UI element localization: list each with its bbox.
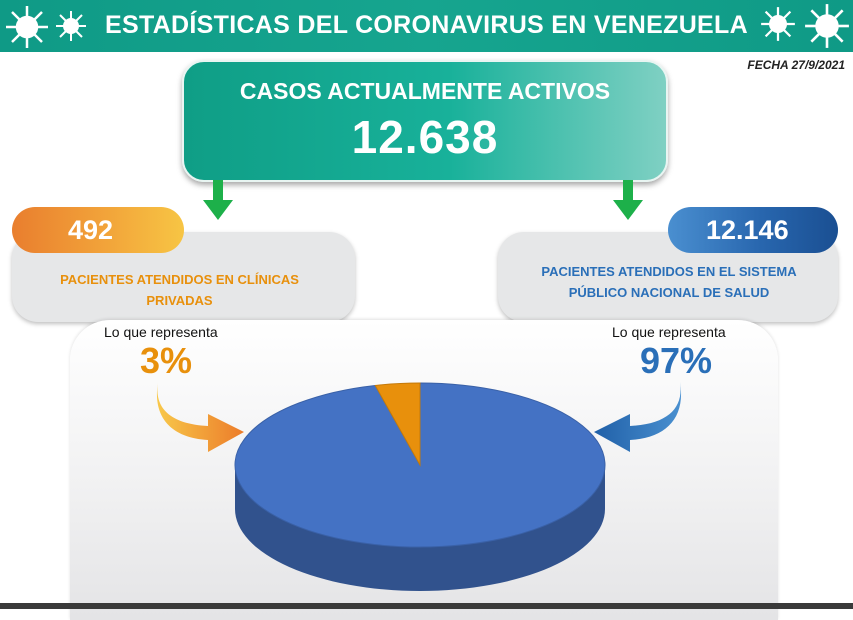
public-system-label-line2: PÚBLICO NACIONAL DE SALUD	[568, 285, 770, 300]
private-represent-label: Lo que representa	[104, 324, 218, 340]
virus-icon	[6, 6, 48, 48]
virus-icon	[56, 11, 86, 41]
public-system-value: 12.146	[706, 215, 789, 245]
curved-arrow-left-icon	[156, 382, 244, 452]
pie-slice-private	[374, 382, 421, 467]
header-banner: ESTADÍSTICAS DEL CORONAVIRUS EN VENEZUEL…	[0, 0, 853, 52]
down-arrow-icon	[203, 180, 233, 220]
down-arrow-icon	[613, 180, 643, 220]
public-percent-label: 97%	[640, 340, 713, 381]
public-represent-label: Lo que representa	[612, 324, 726, 340]
pie-chart	[234, 382, 606, 591]
bottom-bar	[0, 603, 853, 609]
virus-icon	[805, 4, 849, 48]
public-system-label-line1: PACIENTES ATENDIDOS EN EL SISTEMA	[541, 264, 797, 279]
curved-arrow-right-icon	[594, 382, 682, 452]
active-cases-value: 12.638	[351, 111, 499, 163]
private-clinics-label: PACIENTES ATENDIDOS EN CLÍNICAS PRIVADAS	[12, 269, 347, 311]
private-clinics-label-line2: PRIVADAS	[146, 293, 213, 308]
active-cases-title: CASOS ACTUALMENTE ACTIVOS	[239, 78, 611, 104]
private-percent-label: 3%	[140, 340, 193, 381]
private-clinics-value-pill: 492	[12, 207, 184, 253]
private-clinics-value: 492	[68, 215, 114, 245]
public-system-label: PACIENTES ATENDIDOS EN EL SISTEMA PÚBLIC…	[506, 261, 832, 303]
virus-icon	[761, 7, 795, 41]
pie-side-wall	[235, 465, 605, 591]
date-label: FECHA 27/9/2021	[747, 58, 845, 72]
public-system-value-pill: 12.146	[668, 207, 838, 253]
private-clinics-label-line1: PACIENTES ATENDIDOS EN CLÍNICAS	[60, 272, 299, 287]
page-title: ESTADÍSTICAS DEL CORONAVIRUS EN VENEZUEL…	[105, 11, 748, 39]
active-cases-box: CASOS ACTUALMENTE ACTIVOS 12.638	[182, 60, 668, 182]
public-system-box: PACIENTES ATENDIDOS EN EL SISTEMA PÚBLIC…	[498, 232, 838, 322]
